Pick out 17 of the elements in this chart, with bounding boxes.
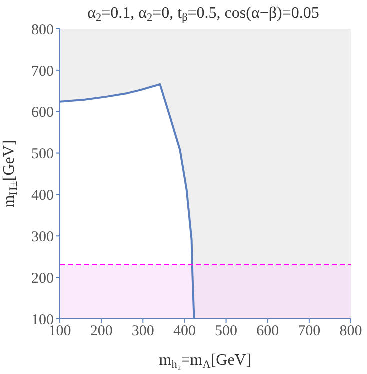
y-tick-label: 600 (32, 105, 54, 122)
x-tick-label: 300 (132, 324, 154, 340)
x-tick-label: 100 (48, 324, 72, 340)
y-tick-label: 700 (32, 64, 54, 80)
x-tick-label: 700 (298, 324, 321, 340)
x-tick-label: 400 (173, 324, 196, 340)
x-tick-label: 600 (256, 324, 280, 340)
chart-title: α$_{2}$=0.1, α$_{2}$=0, t$_{β}$=0.5, cos(α−β)=0.05 (88, 5, 320, 24)
x-tick-label: 200 (90, 324, 113, 340)
y-tick-label: 200 (32, 270, 54, 287)
y-tick-label: 400 (32, 188, 54, 204)
y-tick-label: 800 (32, 22, 54, 38)
y-tick-label: 300 (32, 229, 54, 246)
x-tick-label: 500 (215, 324, 238, 340)
y-tick-label: 500 (32, 146, 54, 163)
x-tick-label: 800 (340, 324, 362, 340)
x-axis-title: m$_{h₂}$=m$_{A}$[GeV] (159, 352, 252, 371)
